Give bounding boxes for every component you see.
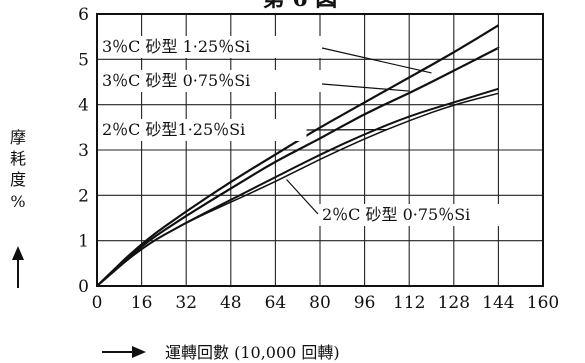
- series-annotation-1: 3％C 砂型 1·25％Si: [102, 37, 250, 56]
- y-label-char-3: 度: [10, 170, 26, 189]
- leader-line: [286, 179, 319, 215]
- series-lines: [96, 24, 500, 287]
- y-label-char-2: 耗: [10, 149, 26, 168]
- x-tick-label: 144: [482, 293, 514, 313]
- y-label-char-4: %: [10, 192, 25, 211]
- annotation-background: [99, 119, 307, 141]
- series-annotations: 3％C 砂型 1·25％Si 3％C 砂型 0·75％Si 2％C 砂型1·25％S…: [99, 36, 542, 226]
- y-tick-label: 2: [78, 186, 89, 206]
- x-tick-label: 160: [527, 293, 559, 313]
- x-tick-label: 80: [309, 293, 331, 313]
- x-tick-label: 128: [438, 293, 470, 313]
- leader-line: [309, 82, 410, 92]
- x-tick-label: 32: [175, 293, 197, 313]
- series-annotation-4: 2％C 砂型 0·75％Si: [322, 205, 470, 224]
- y-axis-ticks: 0 1 2 3 4 5 6: [78, 5, 89, 297]
- y-tick-label: 1: [78, 232, 89, 252]
- grid: [97, 14, 543, 286]
- series-line-1: [96, 24, 499, 287]
- up-arrow-icon: [12, 246, 24, 288]
- x-axis-label: 運轉回數 (10,000 回轉): [102, 343, 340, 362]
- right-arrow-icon: [102, 346, 146, 358]
- y-tick-label: 3: [78, 141, 89, 161]
- series-line-2: [96, 46, 500, 287]
- series-line-3: [96, 87, 499, 287]
- x-tick-label: 16: [131, 293, 153, 313]
- y-tick-label: 6: [78, 5, 89, 25]
- chart-title: 第 6 図: [263, 0, 338, 12]
- x-tick-label: 112: [393, 293, 425, 313]
- annotation-background: [99, 36, 322, 58]
- y-tick-label: 0: [78, 277, 89, 297]
- x-label: 運轉回數 (10,000 回轉): [165, 343, 340, 362]
- x-tick-label: 48: [220, 293, 242, 313]
- series-annotation-3: 2％C 砂型1·25％Si: [102, 120, 245, 139]
- y-axis-label: 摩 耗 度 %: [10, 128, 26, 288]
- x-tick-label: 96: [354, 293, 376, 313]
- series-line-4: [96, 92, 499, 287]
- x-tick-label: 0: [92, 293, 103, 313]
- annotation-background: [99, 70, 322, 92]
- annotation-leaders: [286, 47, 432, 215]
- annotation-background: [319, 204, 542, 226]
- x-tick-label: 64: [265, 293, 287, 313]
- leader-line: [321, 47, 432, 74]
- y-label-char-1: 摩: [10, 128, 26, 147]
- series-annotation-2: 3％C 砂型 0·75％Si: [102, 71, 250, 90]
- x-axis-ticks: 0 16 32 48 64 80 96 112 128 144 160: [92, 293, 560, 313]
- y-tick-label: 4: [78, 96, 89, 116]
- plot-frame: [96, 13, 544, 287]
- y-tick-label: 5: [78, 50, 89, 70]
